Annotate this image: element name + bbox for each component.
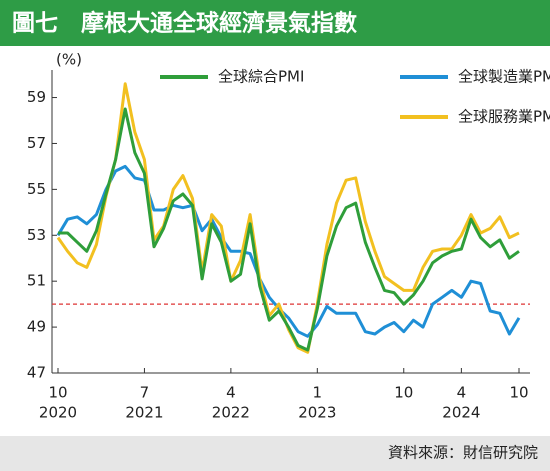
chart-title: 圖七 摩根大通全球經濟景氣指數 (12, 10, 357, 37)
title-bar (0, 0, 550, 46)
x-tick-label: 1 (313, 384, 323, 402)
y-unit: (%) (56, 51, 82, 69)
x-tick-label: 4 (457, 384, 467, 402)
y-tick-label: 57 (27, 134, 46, 152)
series-line (56, 164, 521, 338)
footer-bar (0, 436, 550, 471)
x-year-label: 2024 (442, 404, 480, 422)
y-tick-label: 49 (27, 318, 46, 336)
series-line (58, 107, 520, 352)
x-year-label: 2022 (212, 404, 250, 422)
y-tick-label: 59 (27, 88, 46, 106)
x-year-label: 2023 (298, 404, 336, 422)
source: 資料來源：財信研究院 (388, 444, 538, 462)
x-tick-label: 4 (226, 384, 236, 402)
legend-label: 全球綜合PMI (218, 68, 304, 86)
x-year-label: 2021 (125, 404, 163, 422)
legend-label: 全球製造業PMI (458, 68, 550, 86)
y-tick-label: 53 (27, 226, 46, 244)
x-tick-label: 10 (48, 384, 67, 402)
y-tick-label: 51 (27, 272, 46, 290)
x-tick-label: 10 (394, 384, 413, 402)
x-tick-label: 7 (140, 384, 150, 402)
y-tick-label: 55 (27, 180, 46, 198)
x-tick-label: 10 (509, 384, 528, 402)
y-tick-label: 47 (27, 364, 46, 382)
x-year-label: 2020 (39, 404, 77, 422)
legend-label: 全球服務業PMI (458, 108, 550, 126)
